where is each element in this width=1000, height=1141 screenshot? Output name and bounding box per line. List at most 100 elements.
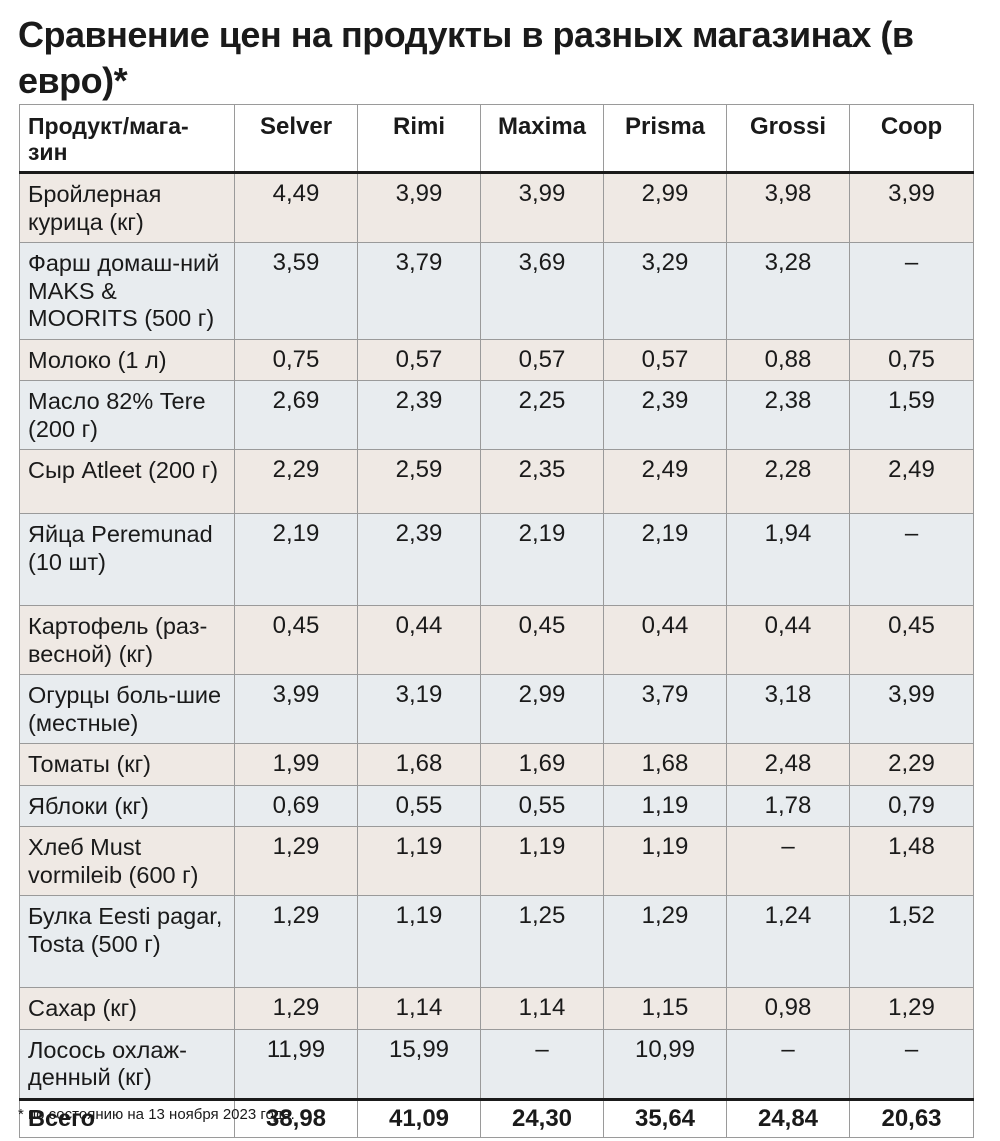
price-cell: 3,19 [357,674,481,744]
footnote: * по состоянию на 13 ноября 2023 года. [18,1106,295,1123]
price-cell: 2,29 [234,449,358,514]
price-cell: 3,29 [603,242,727,340]
page-title: Сравнение цен на продукты в разных магаз… [18,14,914,101]
price-cell: 3,28 [726,242,850,340]
product-name-cell: Сыр Atleet (200 г) [19,449,235,514]
price-cell: 0,44 [603,605,727,675]
product-name-cell: Молоко (1 л) [19,338,235,381]
price-cell: 3,59 [234,242,358,340]
product-name-cell: Яйца Peremunad (10 шт) [19,513,235,606]
price-cell: 3,79 [603,674,727,744]
table-row: Томаты (кг) 1,99 1,68 1,69 1,68 2,48 2,29 [19,743,974,786]
price-cell: 1,19 [480,826,604,896]
price-cell: 2,99 [603,172,727,243]
column-header-store: Selver [234,104,358,174]
price-cell: 0,45 [480,605,604,675]
total-row: Всего 38,98 41,09 24,30 35,64 24,84 20,63 [19,1097,974,1138]
table-row: Картофель (раз-весной) (кг) 0,45 0,44 0,45 0… [19,605,974,675]
column-header-store: Coop [849,104,974,174]
price-cell: 2,99 [480,674,604,744]
price-cell: 1,25 [480,895,604,988]
column-header-store: Prisma [603,104,727,174]
price-cell: 0,88 [726,338,850,381]
price-cell: 3,18 [726,674,850,744]
column-header-store: Rimi [357,104,481,174]
price-cell: – [849,1028,974,1100]
total-label: Всего [19,1097,235,1138]
price-cell: 2,19 [603,513,727,606]
price-cell: 3,99 [357,172,481,243]
table-row: Яблоки (кг) 0,69 0,55 0,55 1,19 1,78 0,79 [19,784,974,827]
price-cell: 1,29 [234,895,358,988]
table-row: Сыр Atleet (200 г) 2,29 2,59 2,35 2,49 2,28 2,… [19,449,974,514]
price-cell: 1,29 [849,987,974,1030]
price-cell: 1,14 [357,987,481,1030]
total-cell: 24,30 [480,1097,604,1138]
price-cell: 2,29 [849,743,974,786]
price-cell: 2,28 [726,449,850,514]
price-cell: 2,38 [726,380,850,450]
price-cell: 2,69 [234,380,358,450]
total-cell: 41,09 [357,1097,481,1138]
price-cell: 3,99 [849,172,974,243]
price-cell: 3,99 [849,674,974,744]
price-cell: – [849,242,974,340]
table-row: Сахар (кг) 1,29 1,14 1,14 1,15 0,98 1,29 [19,987,974,1030]
product-name-cell: Хлеб Must vormileib (600 г) [19,826,235,896]
price-cell: 1,29 [234,826,358,896]
price-cell: 2,39 [357,513,481,606]
price-cell: 2,59 [357,449,481,514]
price-cell: 0,55 [357,784,481,827]
price-cell: – [726,1028,850,1100]
price-cell: 3,99 [480,172,604,243]
price-cell: 1,29 [603,895,727,988]
price-cell: 11,99 [234,1028,358,1100]
header-row: Продукт/мага-зин Selver Rimi Maxima Pris… [19,104,974,174]
price-cell: 0,75 [849,338,974,381]
table-row: Масло 82% Tere (200 г) 2,69 2,39 2,25 2,39 2,… [19,380,974,450]
table-row: Огурцы боль-шие (местные) 3,99 3,19 2,99 3,7… [19,674,974,744]
table-row: Лосось охлаж-денный (кг) 11,99 15,99–10,99… [19,1028,974,1100]
price-comparison-table: Продукт/мага-зин Selver Rimi Maxima Pris… [19,104,974,1138]
product-name-cell: Лосось охлаж-денный (кг) [19,1028,235,1100]
table-row: Фарш домаш-ний MAKS & MOORITS (500 г) 3,5… [19,242,974,340]
product-name-cell: Огурцы боль-шие (местные) [19,674,235,744]
price-cell: – [849,513,974,606]
price-cell: 0,75 [234,338,358,381]
price-cell: 1,19 [603,784,727,827]
column-header-store: Grossi [726,104,850,174]
price-cell: 1,19 [357,895,481,988]
price-cell: 1,19 [603,826,727,896]
price-cell: 10,99 [603,1028,727,1100]
table-row: Хлеб Must vormileib (600 г) 1,29 1,19 1,19 1… [19,826,974,896]
price-cell: 1,15 [603,987,727,1030]
price-cell: 2,49 [603,449,727,514]
price-cell: 0,45 [849,605,974,675]
price-cell: 2,35 [480,449,604,514]
product-name-cell: Булка Eesti pagar, Tosta (500 г) [19,895,235,988]
price-cell: 1,52 [849,895,974,988]
table-row: Бройлерная курица (кг) 4,49 3,99 3,99 2,99 3,… [19,172,974,243]
column-header-product: Продукт/мага-зин [19,104,235,174]
table-row: Молоко (1 л) 0,75 0,57 0,57 0,57 0,88 0,75 [19,338,974,381]
price-cell: 1,69 [480,743,604,786]
total-cell: 20,63 [849,1097,974,1138]
product-name-cell: Фарш домаш-ний MAKS & MOORITS (500 г) [19,242,235,340]
price-cell: 3,98 [726,172,850,243]
price-cell: 15,99 [357,1028,481,1100]
product-name-cell: Масло 82% Tere (200 г) [19,380,235,450]
table-row: Яйца Peremunad (10 шт) 2,19 2,39 2,19 2,19 1,… [19,513,974,606]
price-cell: 0,98 [726,987,850,1030]
price-cell: 1,99 [234,743,358,786]
price-cell: 2,19 [480,513,604,606]
price-cell: 1,68 [357,743,481,786]
price-cell: 0,55 [480,784,604,827]
price-cell: 1,19 [357,826,481,896]
price-cell: 2,39 [357,380,481,450]
product-name-cell: Бройлерная курица (кг) [19,172,235,243]
total-cell: 24,84 [726,1097,850,1138]
price-cell: 2,48 [726,743,850,786]
product-name-cell: Томаты (кг) [19,743,235,786]
price-cell: 0,69 [234,784,358,827]
product-name-cell: Сахар (кг) [19,987,235,1030]
